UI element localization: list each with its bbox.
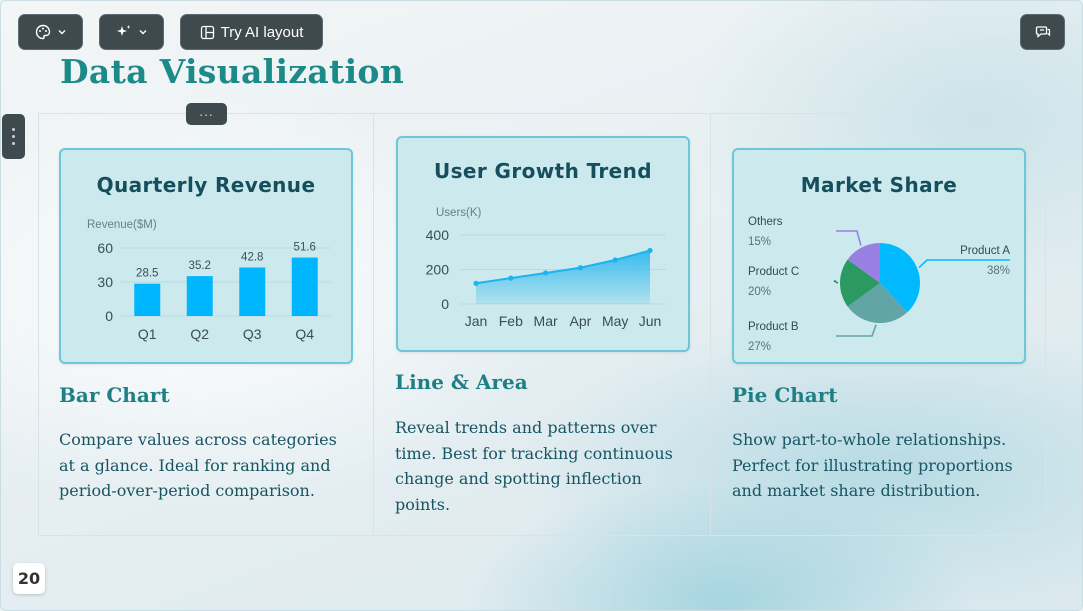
- data-label: 28.5: [136, 268, 158, 280]
- layout-icon: [200, 25, 215, 40]
- pie-slice: [840, 259, 880, 307]
- bar-chart-card[interactable]: Quarterly Revenue Revenue($M) 0 30 60 28.5 Q1…: [59, 148, 353, 364]
- x-tick-label: Q2: [190, 326, 209, 342]
- slice-label: Product A: [960, 245, 1010, 257]
- slice-percent: 38%: [987, 265, 1010, 277]
- bar: [134, 283, 161, 316]
- x-tick-label: Q3: [243, 326, 262, 342]
- bar: [291, 257, 318, 316]
- palette-icon: [35, 24, 51, 40]
- slice-label: Product C: [748, 266, 799, 278]
- x-tick-label: Apr: [570, 313, 592, 329]
- pie-chart: Product A 38% Product B 27% Product C 20% Othe…: [748, 216, 1010, 353]
- slice-label: Others: [748, 216, 783, 228]
- slice-percent: 15%: [748, 236, 771, 248]
- data-point: [577, 265, 583, 271]
- y-tick-label: 30: [97, 274, 113, 290]
- y-tick-label: 200: [426, 262, 450, 278]
- data-point: [647, 247, 653, 254]
- chart-title: Quarterly Revenue: [96, 173, 316, 197]
- chart-title: User Growth Trend: [433, 159, 653, 183]
- leader-line: [833, 280, 839, 284]
- pie-slice: [847, 283, 908, 323]
- data-point: [473, 280, 479, 286]
- axis-label: Revenue($M): [87, 219, 157, 231]
- bar: [239, 267, 266, 316]
- content-grid: [38, 113, 1046, 536]
- column-heading[interactable]: Line & Area: [395, 370, 528, 394]
- comment-icon: [1035, 24, 1051, 40]
- slide-title[interactable]: Data Visualization: [60, 52, 405, 91]
- y-tick-label: 60: [97, 240, 113, 256]
- column-divider: [710, 113, 711, 536]
- leader-line: [836, 324, 877, 337]
- x-tick-label: Jun: [639, 313, 662, 329]
- ai-magic-menu-button[interactable]: [99, 14, 164, 50]
- block-drag-handle[interactable]: ...: [186, 103, 227, 125]
- y-tick-label: 0: [105, 308, 113, 324]
- leader-line: [918, 259, 1010, 269]
- x-tick-label: Q4: [295, 326, 314, 342]
- x-tick-label: Q1: [138, 326, 157, 342]
- data-label: 35.2: [189, 260, 211, 272]
- sparkles-icon: [115, 24, 132, 40]
- pie-slice: [847, 243, 880, 283]
- column-description[interactable]: Show part-to-whole relationships. Perfec…: [732, 430, 1013, 500]
- pie-chart-card[interactable]: Market Share Product A 38% Product B 27% Pro…: [732, 148, 1026, 364]
- pie-slice: [880, 243, 920, 313]
- chevron-down-icon: [57, 27, 67, 37]
- theme-menu-button[interactable]: [18, 14, 83, 50]
- x-tick-label: May: [602, 313, 628, 329]
- column-description[interactable]: Compare values across categories at a gl…: [59, 430, 337, 500]
- x-tick-label: Mar: [534, 313, 558, 329]
- area-chart-card[interactable]: User Growth Trend Users(K) 0 200 400 Jan Feb M…: [396, 136, 690, 352]
- page-number: 20: [13, 563, 45, 594]
- column-heading[interactable]: Pie Chart: [732, 383, 838, 407]
- data-point: [543, 270, 549, 276]
- column-description[interactable]: Reveal trends and patterns over time. Be…: [395, 418, 673, 514]
- bar: [186, 276, 213, 316]
- axis-label: Users(K): [436, 207, 482, 219]
- data-label: 51.6: [294, 242, 316, 254]
- leader-line: [836, 230, 862, 246]
- area-chart: Users(K) 0 200 400 Jan Feb Mar Apr May Jun: [426, 207, 666, 329]
- slice-label: Product B: [748, 321, 799, 333]
- data-label: 42.8: [241, 251, 263, 263]
- y-tick-label: 400: [426, 227, 450, 243]
- slice-percent: 20%: [748, 286, 771, 298]
- column-divider: [373, 113, 374, 536]
- series-line: [475, 249, 651, 285]
- x-tick-label: Jan: [465, 313, 488, 329]
- side-drag-handle[interactable]: [2, 114, 25, 159]
- area-fill: [476, 250, 650, 304]
- data-point: [612, 257, 618, 263]
- y-tick-label: 0: [441, 296, 449, 312]
- chevron-down-icon: [138, 27, 148, 37]
- try-ai-layout-label: Try AI layout: [220, 23, 304, 41]
- x-tick-label: Feb: [499, 313, 523, 329]
- data-point: [508, 275, 514, 281]
- column-heading[interactable]: Bar Chart: [59, 383, 170, 407]
- comment-button[interactable]: [1020, 14, 1065, 50]
- bar-chart: Revenue($M) 0 30 60 28.5 Q1 35.2 Q2 42.8 Q3 51.6 Q4: [87, 219, 331, 342]
- chart-title: Market Share: [800, 173, 958, 197]
- try-ai-layout-button[interactable]: Try AI layout: [180, 14, 323, 50]
- slice-percent: 27%: [748, 341, 771, 353]
